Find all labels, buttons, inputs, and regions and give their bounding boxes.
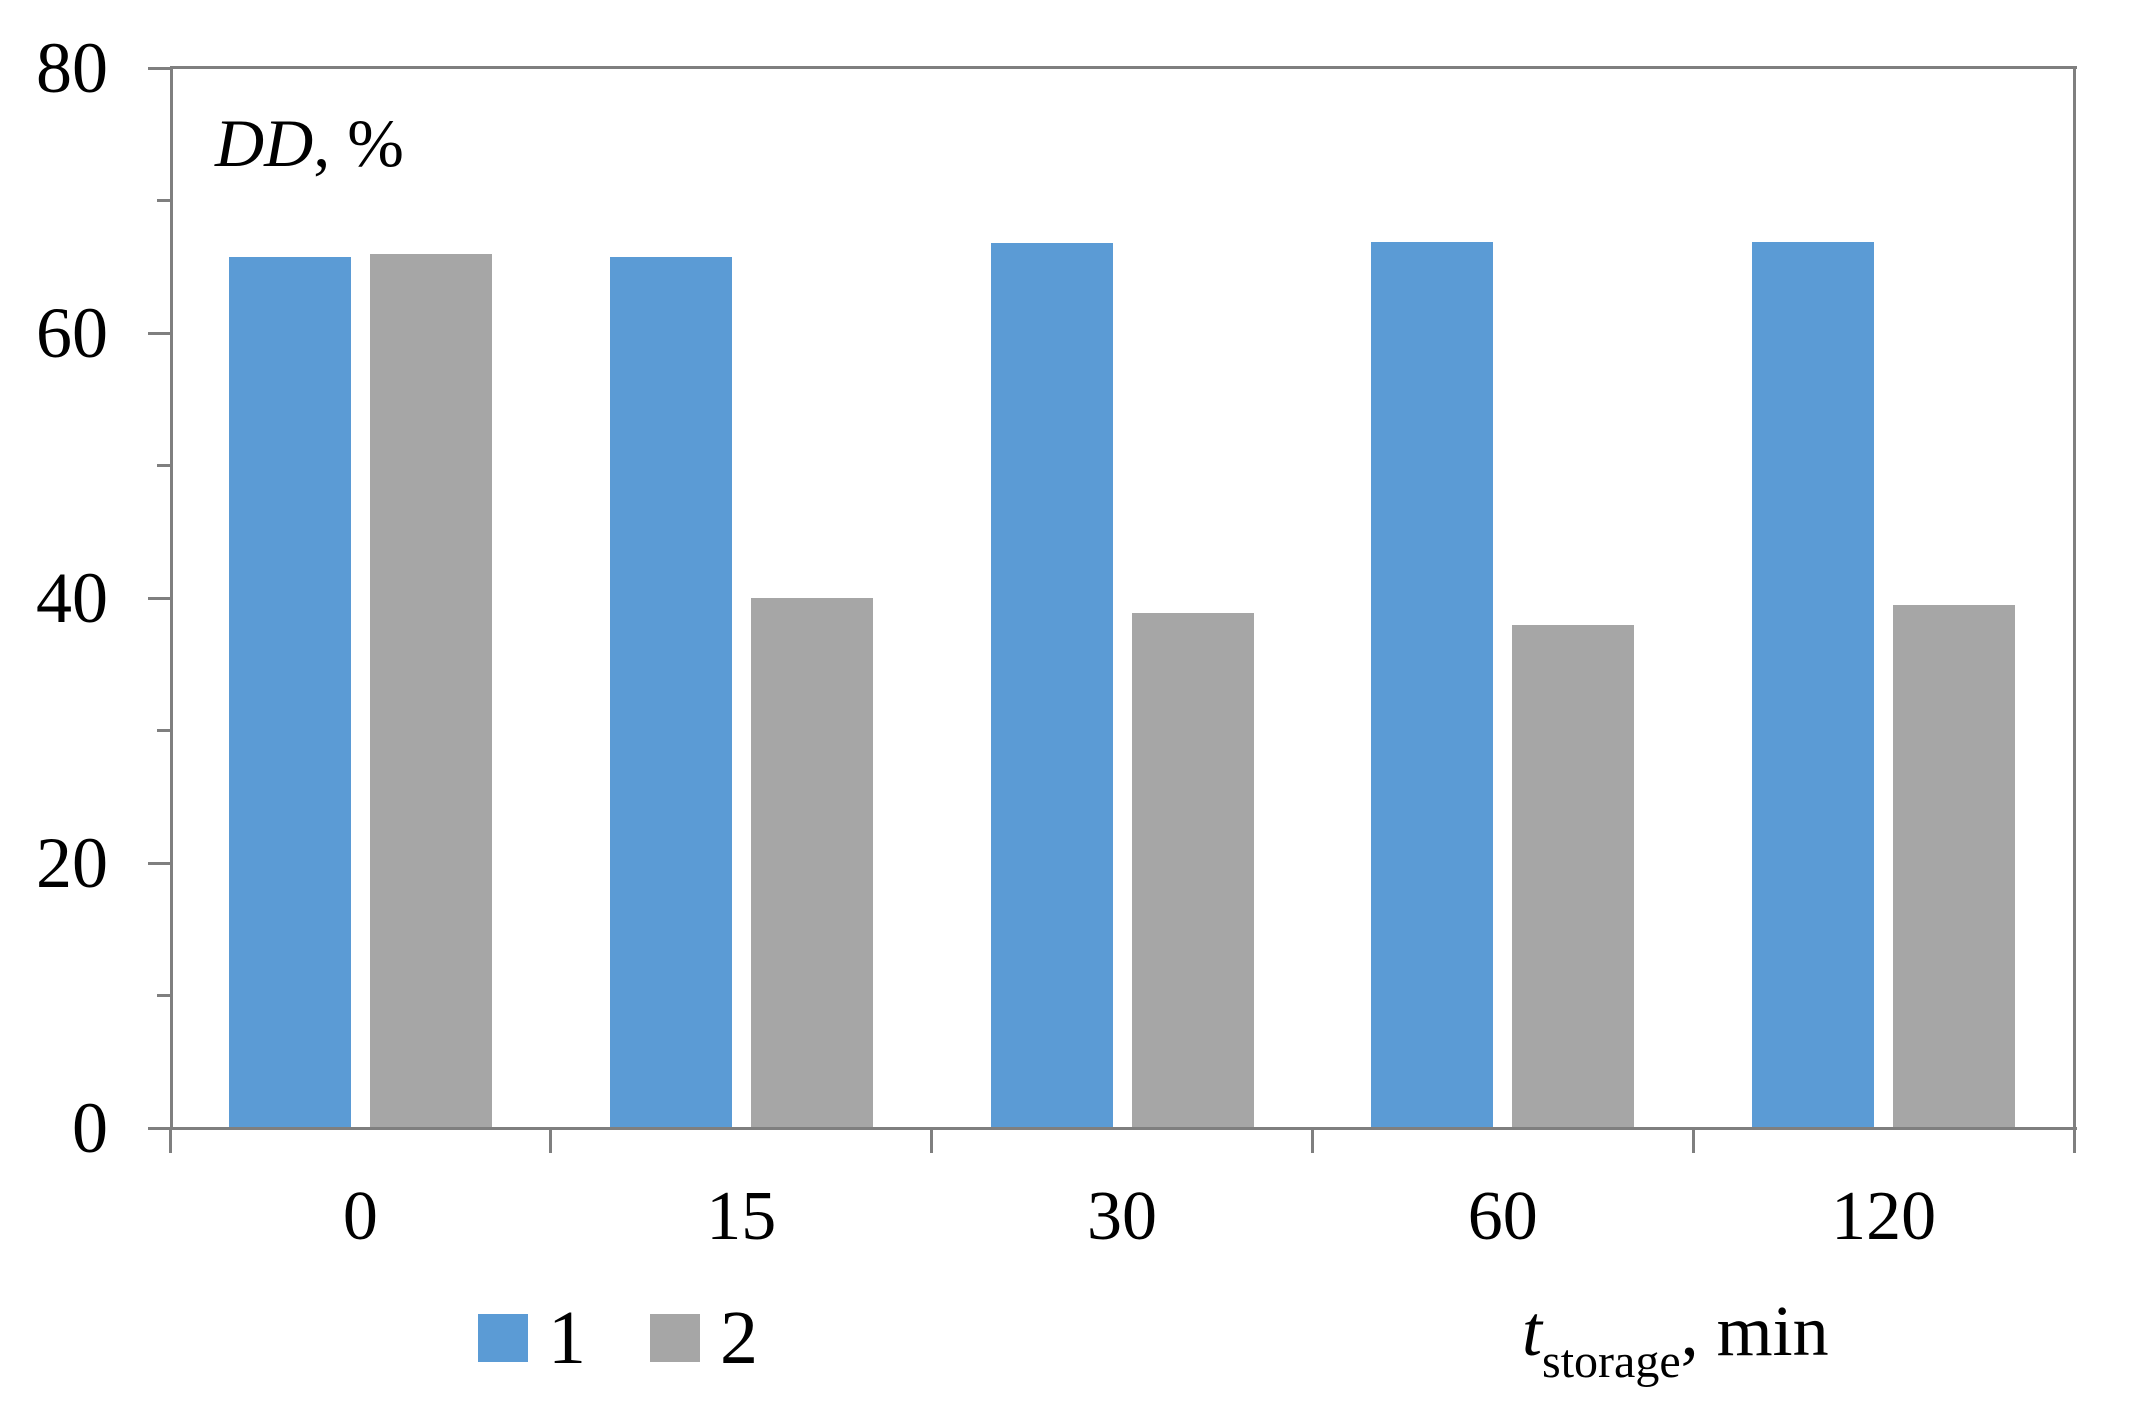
bar-series-2 bbox=[369, 253, 492, 1128]
bar-series-2 bbox=[1131, 612, 1254, 1128]
x-axis-tick bbox=[930, 1128, 934, 1153]
y-axis-tick-label: 20 bbox=[36, 823, 108, 903]
x-axis-tick bbox=[1691, 1128, 1695, 1153]
y-axis-title-suffix: , % bbox=[313, 105, 404, 181]
x-category-label: 0 bbox=[342, 1178, 378, 1255]
legend-label-1: 1 bbox=[548, 1296, 586, 1380]
x-axis-title: tstorage, min bbox=[1522, 1291, 1829, 1388]
x-category-label: 60 bbox=[1467, 1178, 1538, 1255]
bar-series-1 bbox=[228, 257, 351, 1128]
y-axis-tick bbox=[148, 861, 170, 865]
y-axis-tick bbox=[148, 596, 170, 600]
y-axis-title-symbol: DD bbox=[215, 105, 314, 181]
x-axis-tick bbox=[2072, 1128, 2076, 1153]
y-axis-tick-label: 40 bbox=[36, 558, 108, 638]
y-axis-title: DD, % bbox=[215, 106, 404, 181]
legend-swatch-2 bbox=[650, 1314, 700, 1362]
x-category-label: 120 bbox=[1831, 1178, 1937, 1255]
x-axis-title-symbol: t bbox=[1522, 1291, 1543, 1371]
x-axis-tick bbox=[549, 1128, 553, 1153]
x-axis-title-subscript: storage bbox=[1542, 1335, 1681, 1388]
y-axis-minor-tick bbox=[157, 199, 170, 202]
plot-border-right bbox=[2073, 66, 2076, 1130]
legend-label-2: 2 bbox=[720, 1296, 758, 1380]
x-category-label: 15 bbox=[706, 1178, 777, 1255]
bar-series-2 bbox=[750, 598, 873, 1128]
bar-series-2 bbox=[1512, 624, 1635, 1128]
y-axis-tick bbox=[148, 331, 170, 335]
legend-item-2: 2 bbox=[650, 1300, 758, 1376]
plot-border-top bbox=[170, 66, 2077, 69]
legend-item-1: 1 bbox=[478, 1300, 586, 1376]
bar-series-1 bbox=[609, 257, 732, 1128]
legend-swatch-1 bbox=[478, 1314, 528, 1362]
y-axis-tick-label: 60 bbox=[36, 293, 108, 373]
bar-series-1 bbox=[1752, 241, 1875, 1128]
x-category-label: 30 bbox=[1087, 1178, 1157, 1255]
x-axis-tick bbox=[168, 1128, 172, 1153]
y-axis-minor-tick bbox=[157, 729, 170, 732]
x-axis-tick bbox=[1310, 1128, 1314, 1153]
y-axis-tick-label: 0 bbox=[72, 1088, 108, 1168]
x-axis-title-suffix: , min bbox=[1680, 1291, 1829, 1371]
bar-series-1 bbox=[1371, 241, 1494, 1128]
y-axis-minor-tick bbox=[157, 994, 170, 997]
bar-series-2 bbox=[1893, 604, 2016, 1128]
y-axis-minor-tick bbox=[157, 464, 170, 467]
y-axis-line bbox=[170, 66, 173, 1128]
y-axis-tick bbox=[148, 66, 170, 70]
bar-series-1 bbox=[990, 242, 1113, 1128]
x-axis-line bbox=[148, 1127, 2077, 1130]
y-axis-tick-label: 80 bbox=[36, 28, 108, 108]
